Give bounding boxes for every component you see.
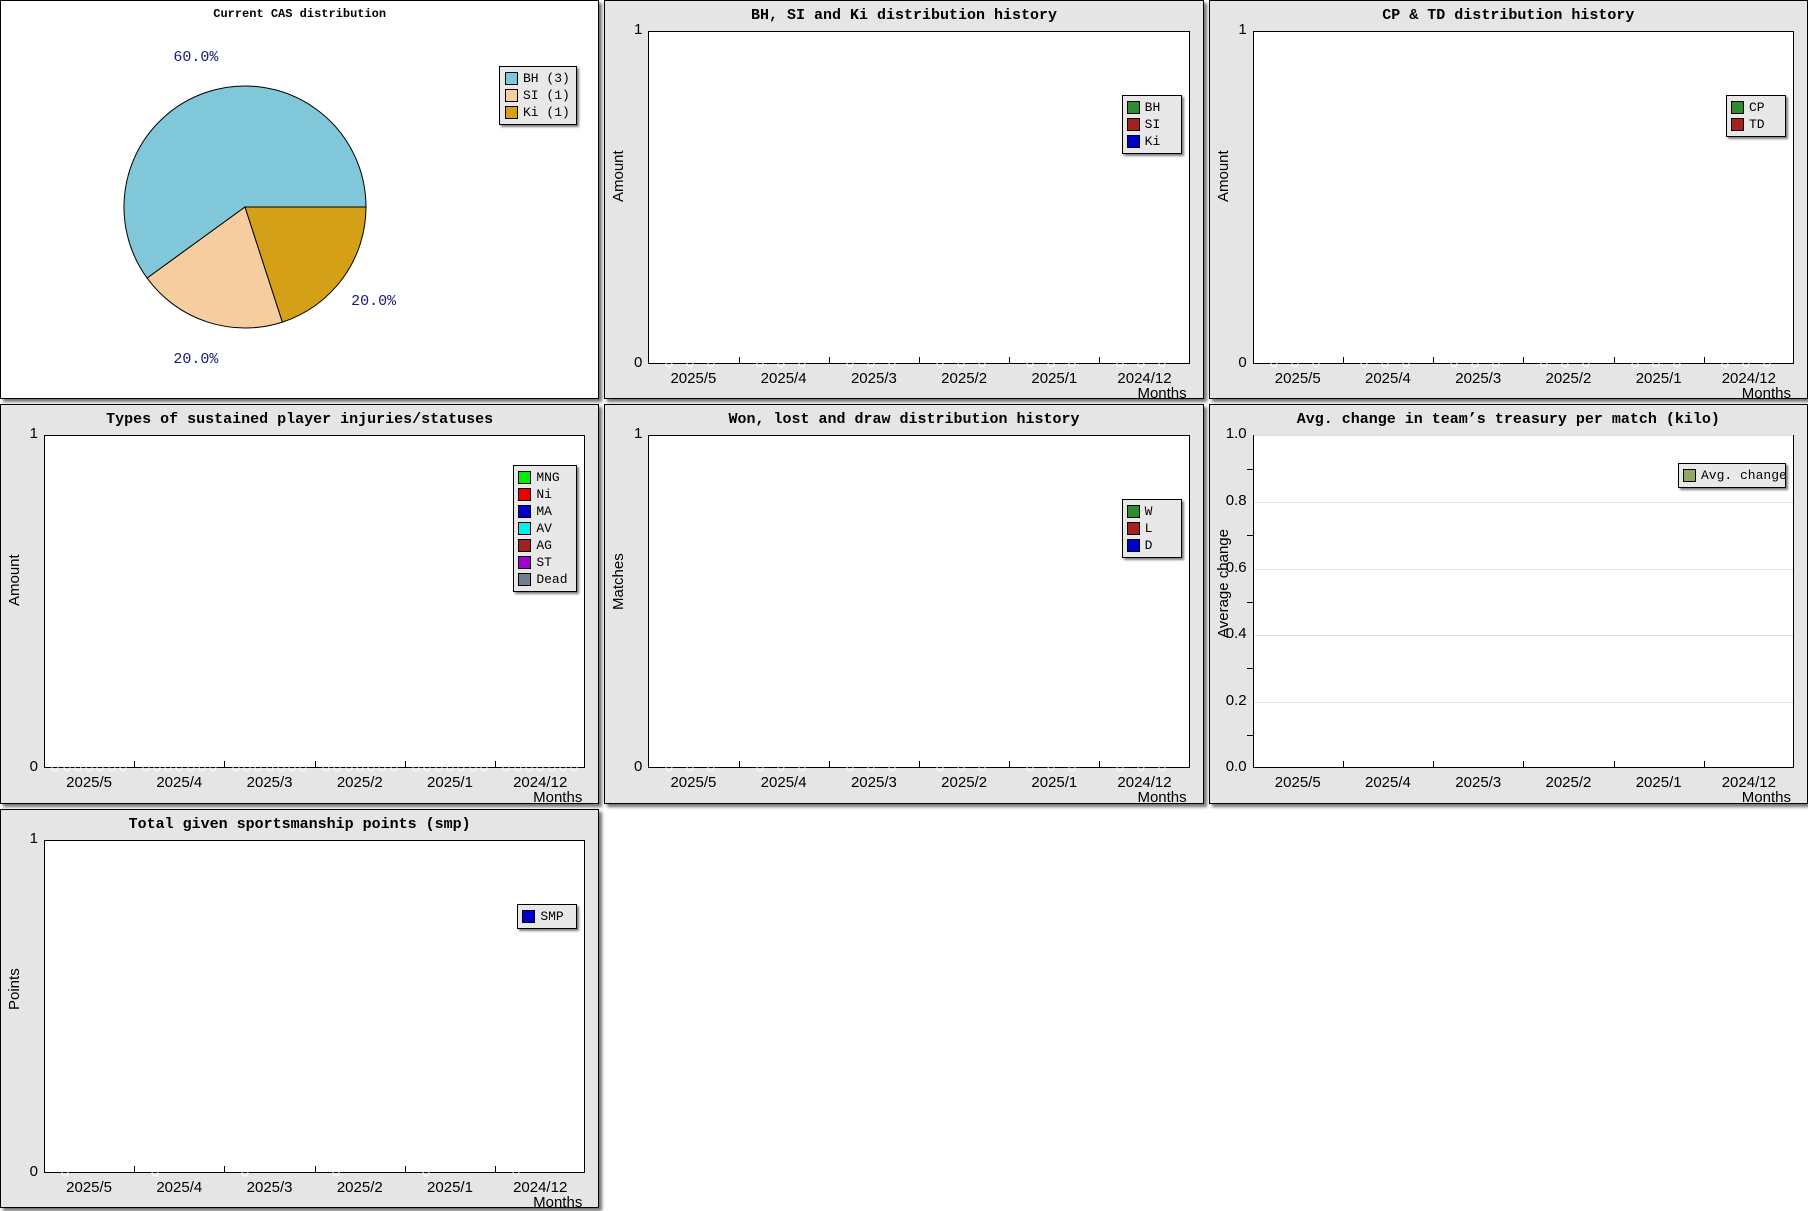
svg-text:20.0%: 20.0%	[351, 293, 397, 310]
svg-text:20.0%: 20.0%	[173, 351, 219, 368]
svg-text:60.0%: 60.0%	[173, 49, 219, 66]
